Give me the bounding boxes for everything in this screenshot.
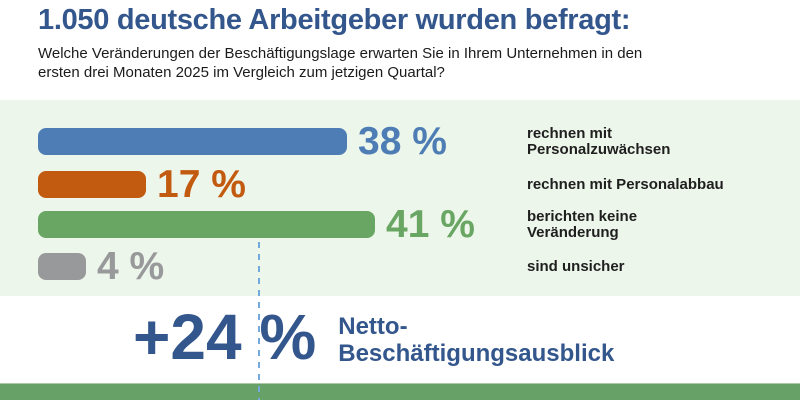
bar-value-label: 17 % xyxy=(157,163,246,206)
page-title: 1.050 deutsche Arbeitgeber wurden befrag… xyxy=(38,4,631,36)
net-outlook-summary: +24 % Netto- Beschäftigungsausblick xyxy=(133,305,614,369)
bar-row: 4 % xyxy=(38,247,164,286)
net-outlook-value: +24 % xyxy=(133,301,317,373)
bar-value-label: 41 % xyxy=(386,203,475,246)
bar xyxy=(38,171,146,198)
bar xyxy=(38,128,347,155)
bar-row: 41 % xyxy=(38,205,475,244)
chart-panel: 38 % 17 % 41 % 4 % rechnen mit Personalzuwä… xyxy=(0,100,800,400)
category-label: rechnen mit Personalabbau xyxy=(527,175,724,193)
category-label: rechnen mit Personalzuwächsen xyxy=(527,124,671,158)
bar-row: 38 % xyxy=(38,122,447,161)
bar xyxy=(38,211,375,238)
bar-value-label: 4 % xyxy=(97,245,165,288)
bar xyxy=(38,253,86,280)
bar-value-label: 38 % xyxy=(358,120,447,163)
survey-question: Welche Veränderungen der Beschäftigungsl… xyxy=(38,45,643,81)
net-outlook-reference-dashed-line xyxy=(258,218,260,400)
net-outlook-label: Netto- Beschäftigungsausblick xyxy=(338,313,615,367)
footer-green-bar xyxy=(0,383,800,400)
bar-row: 17 % xyxy=(38,165,246,204)
category-label: berichten keine Veränderung xyxy=(527,207,638,241)
category-label: sind unsicher xyxy=(527,257,625,275)
